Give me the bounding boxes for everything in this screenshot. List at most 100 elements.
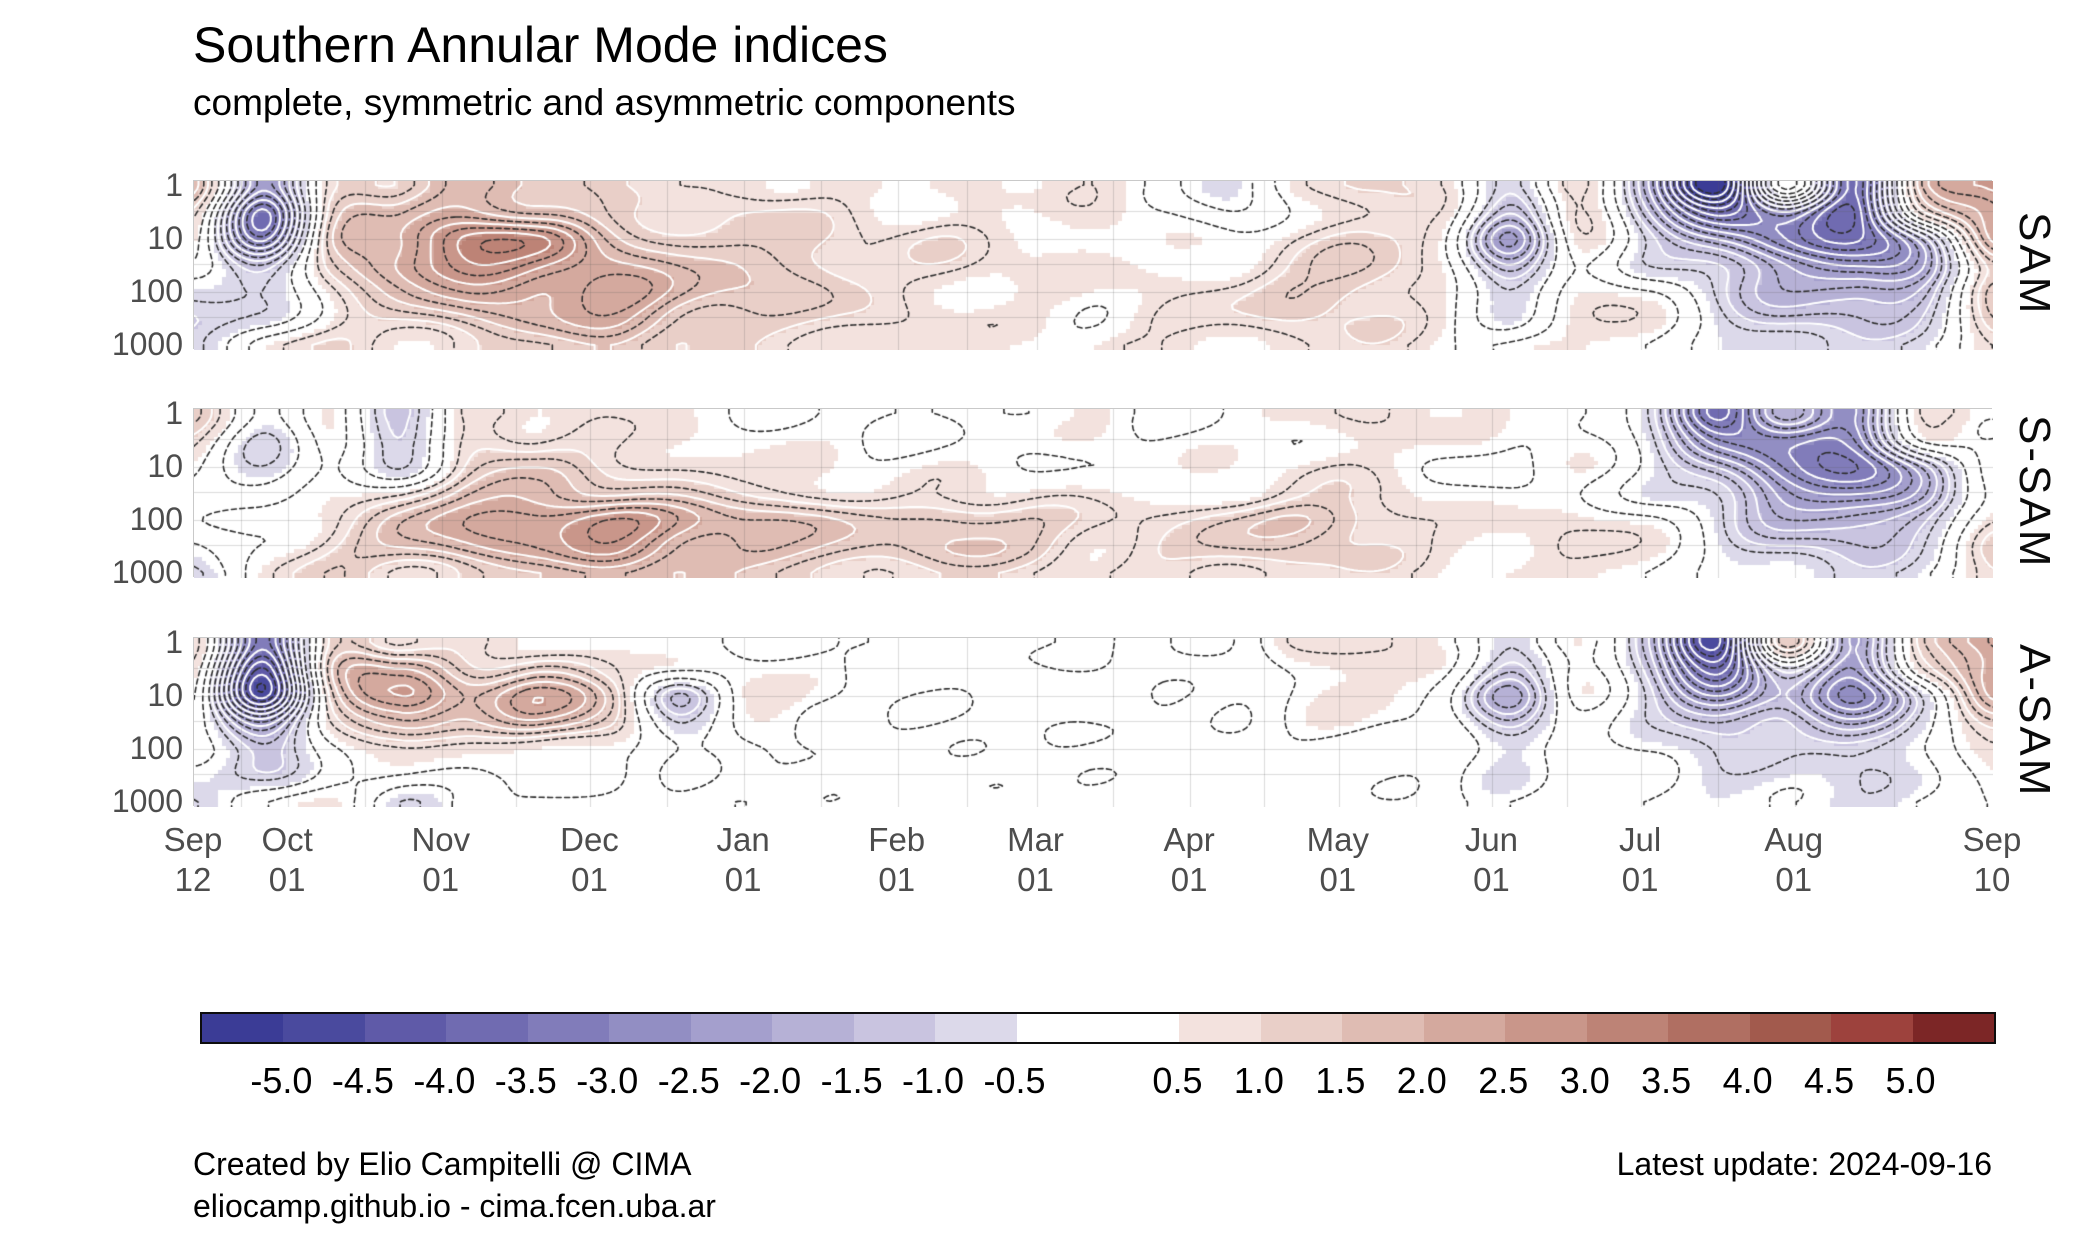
colorbar-break-label: -1.0 xyxy=(902,1060,965,1101)
x-tick-month: Aug xyxy=(1764,821,1824,858)
colorbar-break-label: -0.5 xyxy=(983,1060,1046,1101)
colorbar-bin-positive xyxy=(1505,1014,1587,1042)
x-tick-label: Oct 01 xyxy=(222,820,352,900)
x-tick-month: Nov xyxy=(411,821,471,858)
x-tick-month: Apr xyxy=(1163,821,1215,858)
colorbar-break-label: 1.0 xyxy=(1233,1060,1284,1101)
chart-subtitle: complete, symmetric and asymmetric compo… xyxy=(193,82,1016,123)
colorbar-break-label: -2.5 xyxy=(657,1060,720,1101)
y-tick-label: 10 xyxy=(147,677,183,713)
x-tick-day: 01 xyxy=(268,861,306,898)
contour-panel-a-sam xyxy=(193,637,1993,807)
colorbar-break-label: -1.5 xyxy=(820,1060,883,1101)
y-tick-label: 100 xyxy=(129,273,183,309)
contour-panel-s-sam xyxy=(193,408,1993,578)
x-tick-month: Feb xyxy=(868,821,926,858)
colorbar-break-label: 4.0 xyxy=(1722,1060,1773,1101)
x-tick-label: Aug 01 xyxy=(1729,820,1859,900)
strip-label-a-sam: A-SAM xyxy=(2010,644,2059,799)
y-tick-label: 10 xyxy=(147,220,183,256)
colorbar-bin-positive xyxy=(1342,1014,1424,1042)
colorbar-bin-negative xyxy=(527,1014,610,1042)
x-tick-day: 01 xyxy=(1017,861,1054,898)
colorbar-break-label: -4.5 xyxy=(331,1060,394,1101)
colorbar-bin-negative xyxy=(772,1014,854,1042)
x-tick-month: Jul xyxy=(1619,821,1662,858)
x-tick-label: May 01 xyxy=(1273,820,1403,900)
x-tick-month: Oct xyxy=(261,821,313,858)
y-tick-label: 1000 xyxy=(111,554,183,590)
x-tick-label: Sep 10 xyxy=(1927,820,2057,900)
x-tick-label: Sep 12 xyxy=(128,820,258,900)
contour-canvas-a-sam xyxy=(194,638,1993,807)
colorbar-break-label: 5.0 xyxy=(1885,1060,1936,1101)
colorbar xyxy=(200,1012,1996,1044)
chart-title: Southern Annular Mode indices xyxy=(193,17,888,73)
colorbar-bin-positive xyxy=(1749,1014,1832,1042)
x-tick-label: Feb 01 xyxy=(832,820,962,900)
x-tick-day: 01 xyxy=(1621,861,1659,898)
colorbar-break-label: -3.5 xyxy=(494,1060,557,1101)
colorbar-break-label: 3.5 xyxy=(1641,1060,1692,1101)
colorbar-break-label: -3.0 xyxy=(576,1060,639,1101)
y-tick-label: 100 xyxy=(129,501,183,537)
colorbar-bin-positive xyxy=(1260,1014,1343,1042)
y-tick-label: 100 xyxy=(129,730,183,766)
colorbar-bin-positive xyxy=(1668,1014,1750,1042)
colorbar-break-label: 4.5 xyxy=(1804,1060,1855,1101)
y-tick-label: 1000 xyxy=(111,326,183,362)
colorbar-break-label: 1.5 xyxy=(1315,1060,1366,1101)
colorbar-bin-zero xyxy=(1016,1014,1180,1042)
x-tick-day: 10 xyxy=(1973,861,2011,898)
x-tick-day: 01 xyxy=(878,861,916,898)
credit-line-1: Created by Elio Campitelli @ CIMA xyxy=(193,1146,692,1182)
x-tick-month: Dec xyxy=(560,821,619,858)
contour-panel-sam xyxy=(193,180,1993,350)
x-tick-day: 01 xyxy=(1775,861,1813,898)
colorbar-bin-negative xyxy=(202,1014,284,1042)
y-tick-label: 1000 xyxy=(111,783,183,819)
x-tick-label: Nov 01 xyxy=(376,820,506,900)
colorbar-break-label: 3.0 xyxy=(1559,1060,1610,1101)
x-tick-day: 01 xyxy=(1319,861,1357,898)
x-tick-month: Jun xyxy=(1464,821,1519,858)
colorbar-bin-negative xyxy=(609,1014,691,1042)
contour-canvas-sam xyxy=(194,181,1993,350)
colorbar-bin-negative xyxy=(446,1014,528,1042)
colorbar-break-label: 0.5 xyxy=(1152,1060,1203,1101)
x-tick-day: 01 xyxy=(571,861,608,898)
y-tick-label: 10 xyxy=(147,448,183,484)
colorbar-bin-positive xyxy=(1586,1014,1669,1042)
colorbar-break-label: 2.0 xyxy=(1396,1060,1447,1101)
colorbar-bin-negative xyxy=(364,1014,447,1042)
colorbar-break-label: -5.0 xyxy=(250,1060,313,1101)
y-tick-label: 1 xyxy=(165,624,183,660)
strip-label-sam: SAM xyxy=(2010,212,2059,317)
x-tick-day: 01 xyxy=(422,861,460,898)
x-tick-label: Jun 01 xyxy=(1426,820,1556,900)
colorbar-bin-positive xyxy=(1423,1014,1506,1042)
contour-canvas-s-sam xyxy=(194,409,1993,578)
x-tick-day: 12 xyxy=(174,861,212,898)
colorbar-bin-positive xyxy=(1912,1014,1994,1042)
x-tick-month: May xyxy=(1306,821,1369,858)
x-tick-month: Mar xyxy=(1007,821,1064,858)
colorbar-bin-negative xyxy=(283,1014,365,1042)
colorbar-break-label: -2.0 xyxy=(739,1060,802,1101)
y-tick-label: 1 xyxy=(165,395,183,431)
colorbar-bin-positive xyxy=(1831,1014,1913,1042)
x-tick-label: Mar 01 xyxy=(971,820,1101,900)
x-tick-day: 01 xyxy=(1170,861,1208,898)
credit-line-2: eliocamp.github.io - cima.fcen.uba.ar xyxy=(193,1188,716,1224)
x-tick-day: 01 xyxy=(724,861,762,898)
colorbar-break-label: -4.0 xyxy=(413,1060,476,1101)
colorbar-break-label: 2.5 xyxy=(1478,1060,1529,1101)
x-tick-month: Jan xyxy=(716,821,770,858)
colorbar-bin-negative xyxy=(690,1014,773,1042)
x-tick-month: Sep xyxy=(1962,821,2022,858)
x-tick-label: Apr 01 xyxy=(1124,820,1254,900)
y-tick-label: 1 xyxy=(165,167,183,203)
x-tick-month: Sep xyxy=(163,821,223,858)
colorbar-bin-negative xyxy=(853,1014,936,1042)
